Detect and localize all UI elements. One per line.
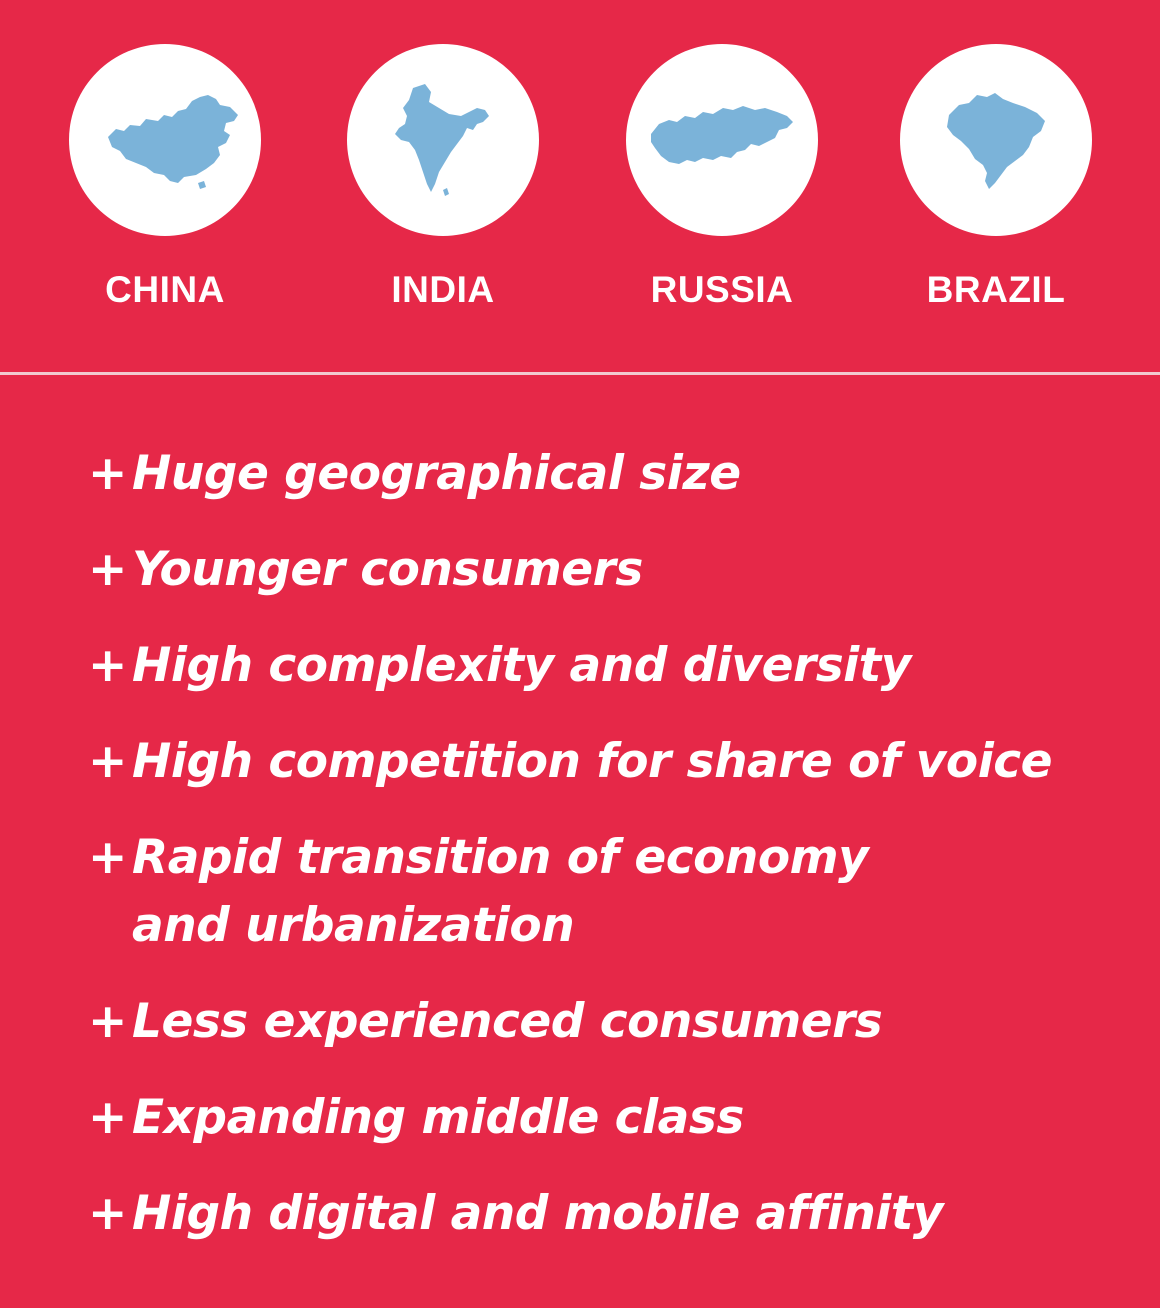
trait-item: + Expanding middle class [88,1084,1128,1152]
country-circle [347,44,539,236]
country-china: CHINA [50,44,280,310]
plus-bullet: + [88,542,127,597]
india-map-icon [395,84,489,196]
plus-bullet: + [88,1186,127,1241]
trait-item: + High competition for share of voice [88,728,1128,796]
china-map-icon [108,95,238,189]
trait-text: High complexity and diversity [132,638,911,693]
country-russia: RUSSIA [607,44,837,310]
country-label: CHINA [105,269,225,310]
trait-text: Huge geographical size [132,446,741,501]
trait-text: High digital and mobile affinity [132,1186,944,1241]
trait-item: + Huge geographical size [88,440,1128,508]
plus-bullet: + [88,830,127,885]
trait-text: Expanding middle class [132,1090,744,1145]
country-circle [626,44,818,236]
trait-text-continued: and urbanization [132,898,575,953]
russia-map-icon [651,106,793,164]
plus-bullet: + [88,446,127,501]
trait-text: High competition for share of voice [132,734,1053,789]
trait-text: Less experienced consumers [132,994,883,1049]
plus-bullet: + [88,734,127,789]
country-circle [69,44,261,236]
traits-list: + Huge geographical size + Younger consu… [88,440,1128,1276]
plus-bullet: + [88,994,127,1049]
trait-text: Younger consumers [132,542,643,597]
plus-bullet: + [88,1090,127,1145]
trait-text: Rapid transition of economy [132,830,869,885]
trait-item: + High digital and mobile affinity [88,1180,1128,1248]
plus-bullet: + [88,638,127,693]
trait-item: + Rapid transition of economy and urbani… [88,824,1128,960]
section-divider [0,372,1160,375]
country-label: INDIA [391,269,495,310]
country-label: RUSSIA [650,269,794,310]
country-brazil: BRAZIL [881,44,1111,310]
country-label: BRAZIL [926,269,1066,310]
trait-item: + High complexity and diversity [88,632,1128,700]
trait-item: + Less experienced consumers [88,988,1128,1056]
country-india: INDIA [328,44,558,310]
countries-row: CHINA INDIA RUSSIA [0,0,1160,370]
country-circle [900,44,1092,236]
trait-item: + Younger consumers [88,536,1128,604]
brazil-map-icon [947,93,1045,189]
